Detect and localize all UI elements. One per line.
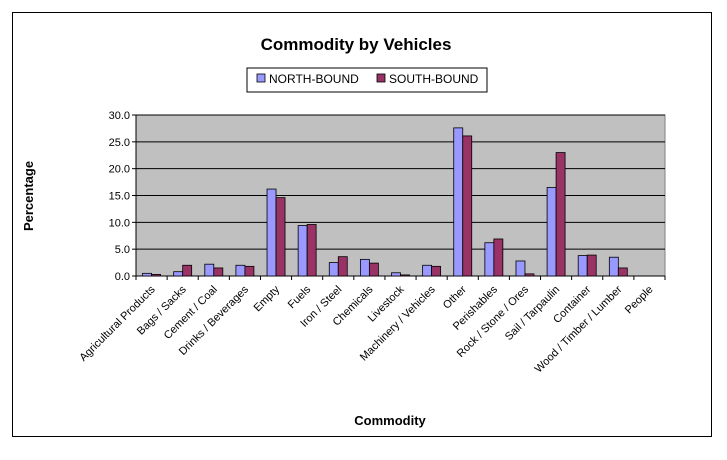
bar-south	[493, 238, 504, 277]
x-tick-label: Empty	[252, 283, 283, 314]
bar-north	[142, 272, 152, 277]
bar-north	[297, 225, 308, 277]
bar-south	[306, 224, 317, 277]
x-tick-label: Fuels	[286, 283, 314, 311]
bar-north	[577, 255, 588, 277]
y-tick-label: 5.0	[115, 244, 130, 256]
bar-south	[400, 274, 410, 277]
y-tick-label: 20.0	[109, 164, 130, 176]
bar-south	[151, 273, 161, 277]
bar-south	[555, 152, 566, 277]
x-tick-label: Other	[441, 283, 469, 311]
bar-north	[484, 242, 495, 277]
bar-north	[359, 258, 370, 277]
bar-north	[422, 264, 433, 277]
bar-north	[546, 187, 557, 277]
chart-frame: Commodity by Vehicles NORTH-BOUND SOUTH-…	[12, 12, 712, 437]
bar-south	[213, 267, 224, 277]
x-tick-label: Sail / Tarpaulin	[503, 284, 562, 343]
chart-svg: Commodity by Vehicles NORTH-BOUND SOUTH-…	[21, 35, 666, 428]
bar-north	[266, 188, 277, 277]
legend-box	[246, 67, 488, 93]
y-tick-label: 25.0	[109, 137, 130, 149]
y-tick-label: 0.0	[115, 271, 130, 283]
bar-north	[173, 271, 184, 277]
y-tick-label: 10.0	[109, 217, 130, 229]
bar-north	[515, 260, 526, 277]
bar-north	[453, 127, 464, 277]
bar-north	[328, 262, 339, 277]
bar-north	[608, 256, 619, 277]
y-tick-label: 30.0	[109, 110, 130, 122]
bar-south	[337, 256, 348, 277]
bar-north	[391, 272, 401, 277]
chart-title: Commodity by Vehicles	[261, 35, 452, 54]
bar-south	[182, 264, 193, 277]
y-axis-title: Percentage	[21, 161, 36, 231]
legend-swatch-south	[376, 73, 386, 83]
bar-south	[586, 254, 597, 277]
legend-label-north: NORTH-BOUND	[269, 72, 359, 86]
bar-north	[204, 263, 215, 277]
bar-south	[431, 265, 442, 277]
legend-swatch-north	[256, 73, 266, 83]
x-axis-title: Commodity	[354, 413, 426, 428]
bar-south	[462, 135, 473, 277]
bar-south	[368, 262, 379, 277]
bar-south	[275, 197, 286, 277]
bar-north	[235, 264, 246, 277]
y-tick-label: 15.0	[109, 191, 130, 203]
bar-south	[524, 273, 535, 277]
legend: NORTH-BOUND SOUTH-BOUND	[246, 67, 488, 93]
legend-label-south: SOUTH-BOUND	[389, 72, 479, 86]
bar-south	[244, 265, 255, 277]
bar-south	[617, 267, 628, 277]
x-tick-label: People	[623, 284, 656, 317]
